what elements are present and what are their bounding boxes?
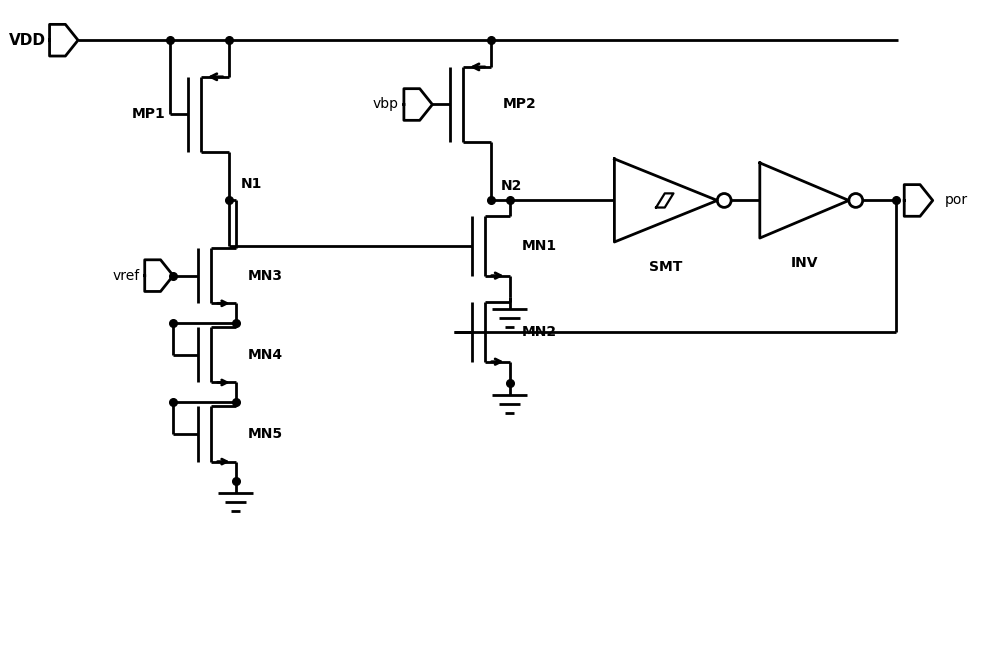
Text: por: por	[945, 193, 968, 207]
Text: MP1: MP1	[132, 107, 165, 121]
Text: MN4: MN4	[247, 348, 283, 362]
Text: N2: N2	[501, 179, 522, 193]
Text: vref: vref	[113, 269, 140, 283]
Text: SMT: SMT	[649, 260, 683, 274]
Text: MN2: MN2	[521, 325, 557, 339]
Text: N1: N1	[240, 177, 262, 191]
Text: MN3: MN3	[247, 269, 282, 283]
Text: MN1: MN1	[521, 239, 557, 253]
Text: MP2: MP2	[503, 97, 536, 111]
Text: INV: INV	[791, 256, 818, 270]
Text: VDD: VDD	[9, 33, 46, 48]
Text: vbp: vbp	[373, 97, 399, 111]
Text: MN5: MN5	[247, 427, 283, 441]
